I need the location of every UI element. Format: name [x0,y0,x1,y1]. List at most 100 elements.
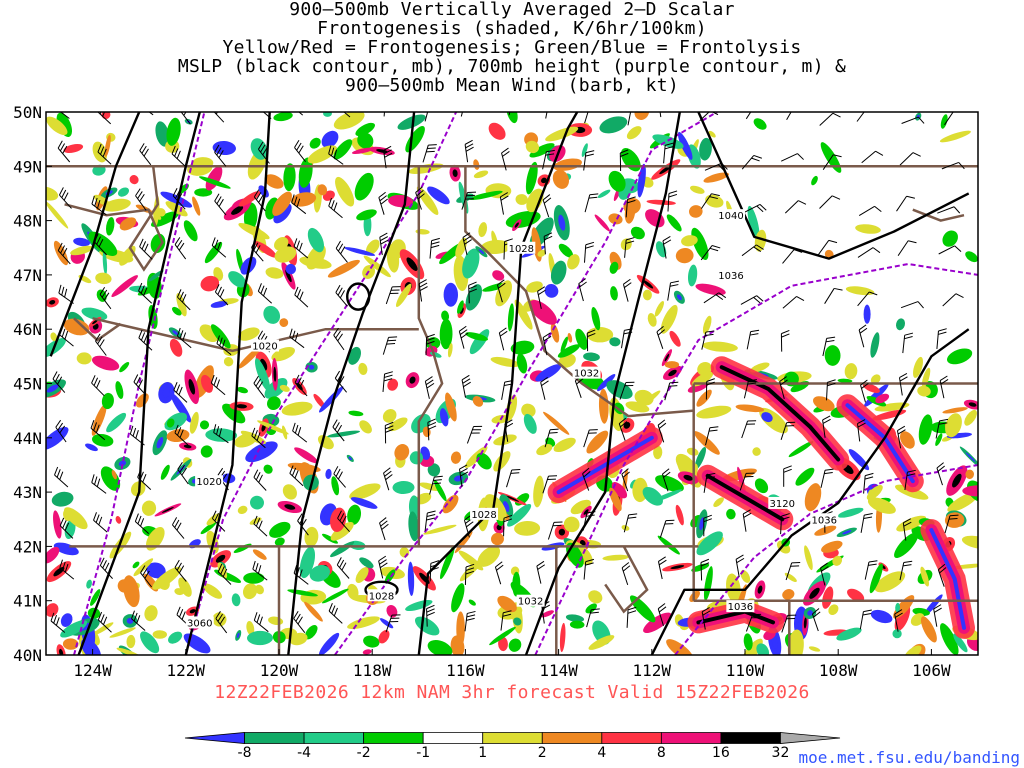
wind-barb [213,424,229,444]
wind-barb [462,232,472,256]
wind-barb [780,329,790,352]
frontolysis-cell [606,380,633,400]
frontogenesis-cell [647,313,657,327]
frontogenesis-cell [588,635,615,650]
lon-tick-label: 116W [446,661,485,680]
barb-flag [381,523,389,530]
barb-flag [464,139,473,145]
wind-barb [582,467,591,491]
frontogenesis-cell [559,622,566,653]
lat-tick-label: 48N [13,212,42,231]
frontogenesis-cell [545,126,579,142]
frontolysis-cell [347,504,362,525]
barb-flag [465,563,475,568]
barb-flag [387,339,397,342]
barb-flag [57,140,63,149]
frontogenesis-cell [664,361,680,369]
frontolysis-cell [940,114,948,129]
barb-flag [57,376,63,385]
barb-flag [380,236,389,242]
frontogenesis-cell [386,605,398,618]
barb-flag [543,335,552,342]
wind-barb [624,237,635,258]
barb-flag [256,192,262,200]
barb-flag [389,620,399,623]
credit-link[interactable]: moe.met.fsu.edu/banding [798,748,1020,767]
barb-flag [334,422,340,430]
barb-flag [827,379,836,383]
barb-flag [918,116,925,124]
wind-barb [942,293,964,307]
barb-flag [139,471,144,480]
wind-barb [214,193,227,216]
barb-flag [385,99,393,103]
frontogenesis-cell [536,444,553,456]
shading-core [215,554,226,563]
frontolysis-cell [155,121,170,147]
mslp-label-bg [726,600,755,613]
barb-flag [903,560,913,563]
frontogenesis-cell [552,169,570,189]
barb-flag [175,384,181,393]
barb-flag [386,95,394,99]
mslp-contour [287,112,416,655]
barb-flag [937,465,946,472]
wind-barb [328,197,343,219]
frontogenesis-cell [703,172,729,183]
barb-flag [58,284,62,294]
barb-flag [708,429,718,432]
lon-tick-label: 108W [819,661,858,680]
forecast-valid-subtitle: 12Z22FEB2026 12km NAM 3hr forecast Valid… [214,682,810,703]
barb-flag [828,239,838,244]
mslp-label: 1028 [471,510,496,521]
barb-flag [664,523,674,525]
barb-flag [251,239,257,248]
barb-flag [219,337,223,346]
frontogenesis-cell [416,186,439,216]
frontogenesis-cell [726,573,741,603]
wind-barb [700,558,710,581]
frontogenesis-cell [947,491,978,513]
wind-barb [97,143,112,165]
wind-barb [59,187,72,209]
frontolysis-cell [743,633,753,651]
barb-flag [253,242,259,251]
barb-flag [143,148,149,157]
barb-flag [513,94,521,98]
frontogenesis-cell [299,256,332,269]
barb-flag [590,103,599,108]
barb-flag [95,424,100,433]
barb-flag [756,295,764,302]
frontogenesis-cell [238,346,261,369]
barb-flag [700,558,710,563]
barb-flag [585,245,594,249]
wind-barb [703,514,712,537]
frontogenesis-cell [845,286,875,296]
shading-core [406,257,418,271]
barb-staff [820,470,826,488]
frontolysis-cell [323,112,332,117]
barb-flag [384,374,393,378]
barb-flag [826,336,836,339]
frontolysis-cell [146,562,166,579]
frontogenesis-cell [666,639,694,655]
shading-core [348,456,352,461]
frontolysis-cell [940,623,959,655]
barb-staff [335,248,348,263]
wind-barb [379,517,389,541]
barb-flag [291,194,295,203]
wind-barb [939,375,949,399]
frontogenesis-cell [46,546,60,564]
barb-flag [542,194,551,201]
barb-flag [425,376,433,382]
wind-barb [501,147,510,171]
wind-barb [251,239,264,262]
wind-barb [705,426,719,446]
barb-flag [220,566,225,575]
barb-staff [288,112,304,116]
shading-core [968,402,977,407]
barb-flag [543,232,553,237]
wind-barb [464,139,474,163]
barb-flag [864,476,874,480]
